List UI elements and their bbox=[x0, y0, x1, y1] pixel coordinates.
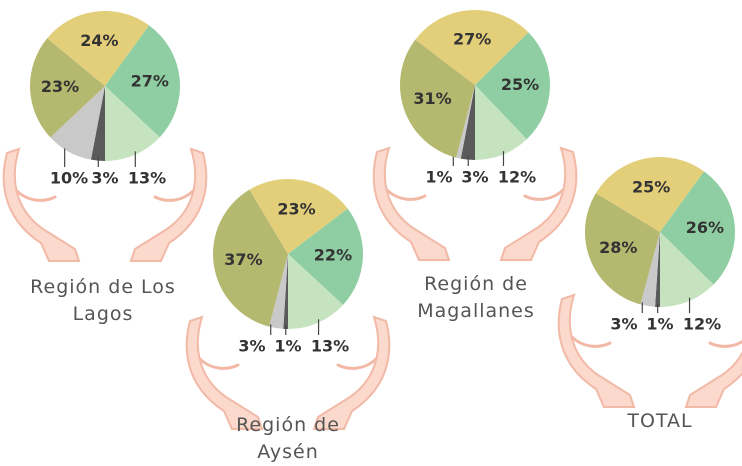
hand bbox=[312, 315, 391, 430]
pie-title: Región de Los Lagos bbox=[30, 276, 176, 325]
pie-slice bbox=[47, 11, 150, 86]
slice-label: 13% bbox=[128, 169, 166, 188]
pie-slice bbox=[475, 32, 550, 140]
finger bbox=[523, 188, 565, 201]
pie-slice bbox=[415, 9, 529, 86]
finger bbox=[708, 339, 742, 348]
pie-slice bbox=[105, 86, 160, 161]
hand bbox=[684, 350, 742, 408]
pie-title: TOTAL bbox=[627, 410, 693, 432]
slice-label: 1% bbox=[646, 315, 673, 334]
pie-slice bbox=[585, 193, 660, 305]
slice-label: 1% bbox=[274, 337, 301, 356]
pie-slice bbox=[288, 254, 344, 329]
pie-slice bbox=[105, 25, 181, 138]
slice-label: 3% bbox=[610, 315, 637, 334]
slice-label: 24% bbox=[80, 31, 118, 50]
pie-slice bbox=[249, 179, 348, 254]
slice-label: 25% bbox=[501, 75, 539, 94]
pie-slice bbox=[283, 254, 288, 329]
pie-slice bbox=[460, 85, 475, 160]
pie-slice bbox=[269, 254, 288, 329]
slice-label: 12% bbox=[498, 168, 536, 187]
pie-slice bbox=[213, 189, 288, 327]
slice-label: 23% bbox=[277, 199, 315, 218]
slice-label: 37% bbox=[224, 250, 262, 269]
finger bbox=[336, 357, 378, 370]
pie-slice bbox=[400, 39, 475, 158]
hand bbox=[2, 147, 81, 262]
slice-label: 3% bbox=[461, 168, 488, 187]
pie-slice bbox=[50, 86, 105, 160]
hands bbox=[185, 315, 391, 430]
hand bbox=[557, 293, 636, 408]
finger bbox=[385, 188, 427, 201]
pie-slice bbox=[29, 38, 105, 138]
slice-label: 31% bbox=[413, 89, 451, 108]
slice-label: 22% bbox=[314, 246, 352, 265]
pie-title: Región de Magallanes bbox=[417, 273, 535, 322]
pie-slice bbox=[640, 232, 660, 307]
slice-label: 13% bbox=[311, 337, 349, 356]
slice-label: 28% bbox=[599, 238, 637, 257]
pie-title: Región de Aysén bbox=[236, 414, 340, 463]
slice-label: 10% bbox=[50, 169, 88, 188]
finger bbox=[198, 357, 240, 370]
slice-label: 26% bbox=[686, 218, 724, 237]
finger bbox=[570, 335, 612, 348]
pie-slice bbox=[288, 208, 364, 305]
pie-slice bbox=[90, 86, 105, 161]
finger bbox=[15, 189, 57, 202]
hand bbox=[185, 315, 264, 430]
slice-label: 12% bbox=[683, 315, 721, 334]
slice-label: 25% bbox=[632, 177, 670, 196]
pie-slice bbox=[475, 85, 527, 160]
slice-label: 3% bbox=[91, 169, 118, 188]
slice-label: 27% bbox=[453, 30, 491, 49]
slice-label: 27% bbox=[131, 71, 169, 90]
pie-slice bbox=[660, 232, 714, 307]
finger bbox=[153, 189, 195, 202]
slice-label: 3% bbox=[238, 337, 265, 356]
hands bbox=[2, 147, 208, 262]
pie-slice bbox=[456, 85, 475, 159]
pie-slice bbox=[655, 232, 660, 307]
hand bbox=[499, 146, 578, 261]
pie-slice bbox=[595, 157, 705, 232]
hand bbox=[372, 146, 451, 261]
pie-slice bbox=[660, 171, 736, 285]
hand bbox=[129, 147, 208, 262]
slice-label: 23% bbox=[41, 77, 79, 96]
slice-label: 1% bbox=[425, 168, 452, 187]
hands bbox=[557, 293, 742, 408]
hands bbox=[372, 146, 578, 261]
